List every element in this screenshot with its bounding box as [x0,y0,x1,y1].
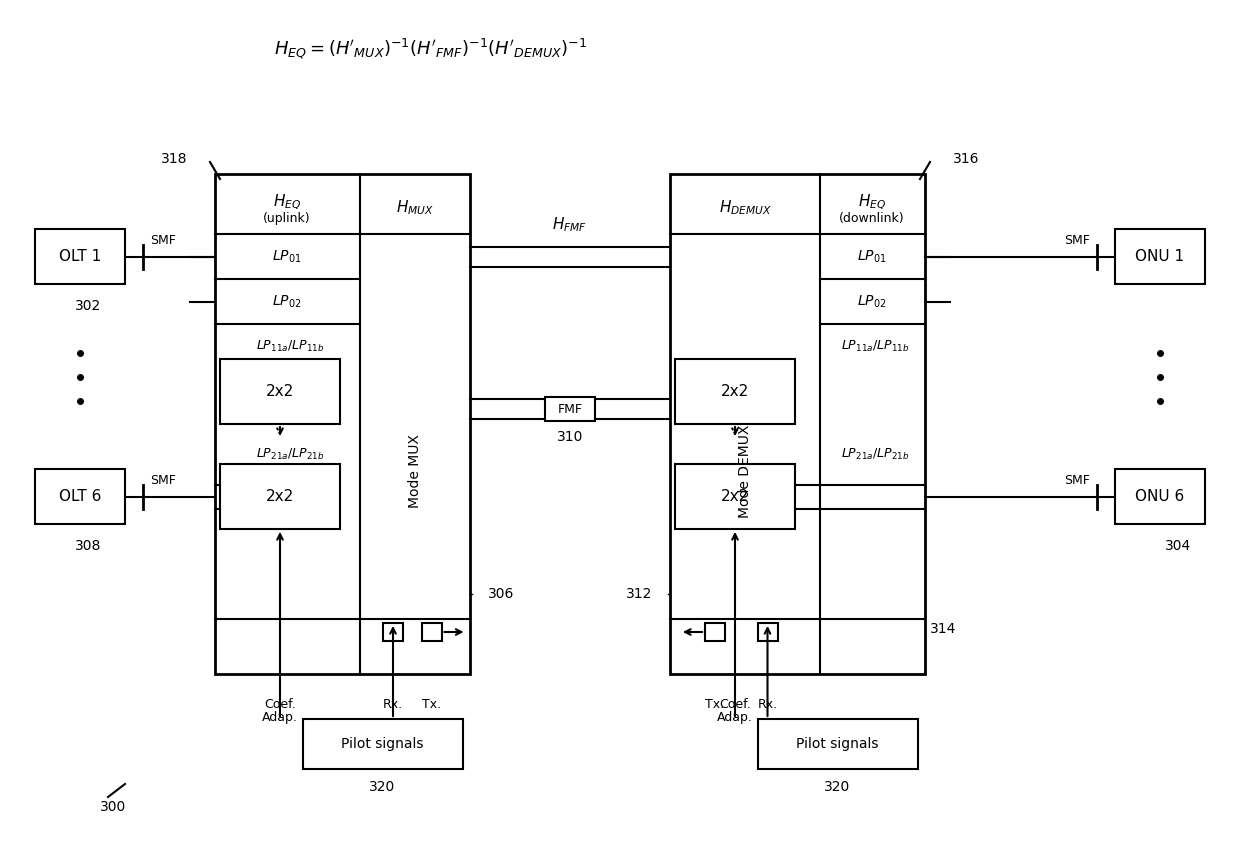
Text: $LP_{02}$: $LP_{02}$ [273,293,301,310]
Text: Tx.: Tx. [706,699,724,711]
Text: 308: 308 [74,539,102,553]
Text: $H_{FMF}$: $H_{FMF}$ [553,215,588,233]
Bar [303,719,463,769]
Text: Adap.: Adap. [262,711,298,723]
Bar [215,174,470,674]
Text: $LP_{11a}/LP_{11b}$: $LP_{11a}/LP_{11b}$ [255,339,324,353]
Text: SMF: SMF [1064,474,1090,487]
Text: 320: 320 [825,780,851,794]
Bar [546,397,595,421]
Text: $H_{DEMUX}$: $H_{DEMUX}$ [718,199,771,217]
Bar [219,359,340,424]
Text: $LP_{11a}/LP_{11b}$: $LP_{11a}/LP_{11b}$ [841,339,909,353]
Text: 2x2: 2x2 [265,489,294,504]
Text: 2x2: 2x2 [720,489,749,504]
Text: 320: 320 [370,780,396,794]
Text: FMF: FMF [558,402,583,415]
Text: SMF: SMF [1064,234,1090,247]
Bar [35,469,125,524]
Text: (downlink): (downlink) [839,211,905,224]
Text: 306: 306 [489,587,515,601]
Text: 314: 314 [930,622,956,636]
Text: $H_{EQ}$: $H_{EQ}$ [273,193,301,211]
Text: 316: 316 [954,152,980,166]
Bar [219,464,340,529]
Text: 304: 304 [1166,539,1192,553]
Text: Tx.: Tx. [422,699,441,711]
Bar [706,623,725,641]
Text: $LP_{01}$: $LP_{01}$ [273,248,301,265]
Text: Coef.: Coef. [719,699,751,711]
Text: (uplink): (uplink) [263,211,311,224]
Bar [670,174,925,674]
Text: Adap.: Adap. [717,711,753,723]
Bar [35,229,125,284]
Text: SMF: SMF [150,234,176,247]
Text: ONU 1: ONU 1 [1136,249,1184,264]
Text: $H_{MUX}$: $H_{MUX}$ [396,199,434,217]
Text: 2x2: 2x2 [265,384,294,399]
Bar [1115,469,1205,524]
Text: OLT 6: OLT 6 [58,489,102,504]
Text: 318: 318 [160,152,187,166]
Text: SMF: SMF [150,474,176,487]
Bar [422,623,441,641]
Text: Pilot signals: Pilot signals [341,737,424,751]
Bar [758,719,918,769]
Text: Rx.: Rx. [758,699,777,711]
Text: 2x2: 2x2 [720,384,749,399]
Text: $H_{EQ}$: $H_{EQ}$ [858,193,887,211]
Text: 300: 300 [100,800,126,814]
Text: Rx.: Rx. [383,699,403,711]
Bar [383,623,403,641]
Text: $LP_{01}$: $LP_{01}$ [857,248,887,265]
Text: $LP_{21a}/LP_{21b}$: $LP_{21a}/LP_{21b}$ [255,447,324,462]
Bar [675,464,795,529]
Bar [1115,229,1205,284]
Text: $H_{EQ}=(H'_{MUX})^{-1}(H'_{FMF})^{-1}(H'_{DEMUX})^{-1}$: $H_{EQ}=(H'_{MUX})^{-1}(H'_{FMF})^{-1}(H… [274,37,587,61]
Text: 302: 302 [74,299,102,313]
Text: Coef.: Coef. [264,699,296,711]
Text: 310: 310 [557,430,583,444]
Text: $LP_{02}$: $LP_{02}$ [857,293,887,310]
Text: $LP_{21a}/LP_{21b}$: $LP_{21a}/LP_{21b}$ [841,447,909,462]
Text: Mode DEMUX: Mode DEMUX [738,424,751,518]
Text: Mode MUX: Mode MUX [408,435,422,509]
Text: Pilot signals: Pilot signals [796,737,879,751]
Text: OLT 1: OLT 1 [58,249,102,264]
Text: ONU 6: ONU 6 [1136,489,1184,504]
Bar [675,359,795,424]
Bar [758,623,777,641]
Text: 312: 312 [626,587,652,601]
